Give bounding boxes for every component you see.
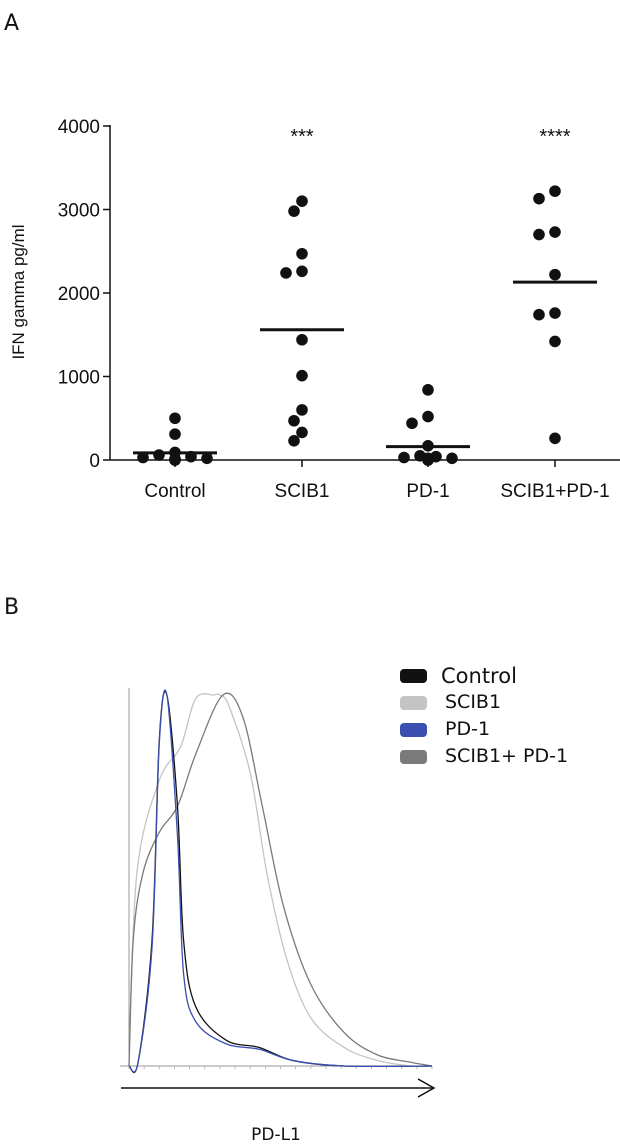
data-point xyxy=(422,410,434,423)
y-tick-label: 0 xyxy=(89,451,100,472)
data-point xyxy=(296,247,308,260)
y-tick-label: 3000 xyxy=(58,201,100,222)
data-point xyxy=(549,335,561,348)
data-point xyxy=(549,432,561,445)
histogram-curve-scib1 xyxy=(128,693,433,1068)
data-point xyxy=(169,428,181,440)
data-point xyxy=(549,307,561,319)
y-tick-label: 4000 xyxy=(58,117,100,138)
data-point xyxy=(398,451,410,464)
x-tick-label: PD-1 xyxy=(406,481,449,502)
significance-label: *** xyxy=(290,126,314,148)
legend-swatch xyxy=(400,696,427,710)
y-tick-label: 1000 xyxy=(58,368,100,389)
histogram-curve-scib1-pd-1 xyxy=(128,692,433,1067)
x-tick-label: SCIB1 xyxy=(275,481,330,502)
legend-label: Control xyxy=(441,664,517,688)
data-point xyxy=(280,267,292,279)
data-point xyxy=(549,268,561,281)
panel-label-b: B xyxy=(4,595,19,620)
data-point xyxy=(533,228,545,241)
scatter-plot-ifn-gamma: IFN gamma pg/ml 0 1000 2000 3000 4000 Control… xyxy=(9,117,620,502)
data-point xyxy=(533,308,545,321)
y-axis-label: IFN gamma pg/ml xyxy=(9,224,28,359)
data-point xyxy=(296,195,308,207)
legend-label: SCIB1 xyxy=(445,691,501,713)
legend-label: PD-1 xyxy=(445,718,490,740)
data-point xyxy=(296,404,308,416)
data-point xyxy=(533,192,545,205)
histogram-curve-control xyxy=(128,690,433,1074)
x-tick-label: Control xyxy=(144,481,205,502)
data-point xyxy=(296,265,308,278)
legend-label: SCIB1+ PD-1 xyxy=(445,745,568,767)
data-point xyxy=(288,434,300,447)
data-point xyxy=(201,452,213,465)
legend: Control SCIB1 PD-1 SCIB1+ PD-1 xyxy=(400,664,568,767)
data-point xyxy=(296,369,308,382)
data-point xyxy=(169,454,181,466)
x-axis-label: PD-L1 xyxy=(251,1125,301,1145)
significance-label: **** xyxy=(539,126,570,148)
data-point xyxy=(288,414,300,427)
legend-swatch xyxy=(400,723,427,737)
data-point xyxy=(296,333,308,346)
data-point xyxy=(296,426,308,439)
data-point xyxy=(549,185,561,197)
panel-label-a: A xyxy=(4,11,19,36)
x-tick-label: SCIB1+PD-1 xyxy=(500,481,609,502)
data-point xyxy=(137,451,149,464)
data-point xyxy=(288,205,300,217)
data-point xyxy=(549,226,561,238)
arrow-icon xyxy=(121,1078,436,1098)
legend-swatch xyxy=(400,750,427,764)
legend-swatch xyxy=(400,669,427,683)
data-point xyxy=(446,452,458,465)
data-point xyxy=(406,417,418,430)
histogram-pd-l1: Control SCIB1 PD-1 SCIB1+ PD-1 PD-L1 xyxy=(120,664,568,1145)
y-tick-label: 2000 xyxy=(58,284,100,305)
histogram-curve-pd-1 xyxy=(128,689,433,1073)
data-point xyxy=(153,449,165,461)
data-point xyxy=(169,412,181,425)
data-point xyxy=(422,454,434,466)
data-point xyxy=(422,384,434,396)
